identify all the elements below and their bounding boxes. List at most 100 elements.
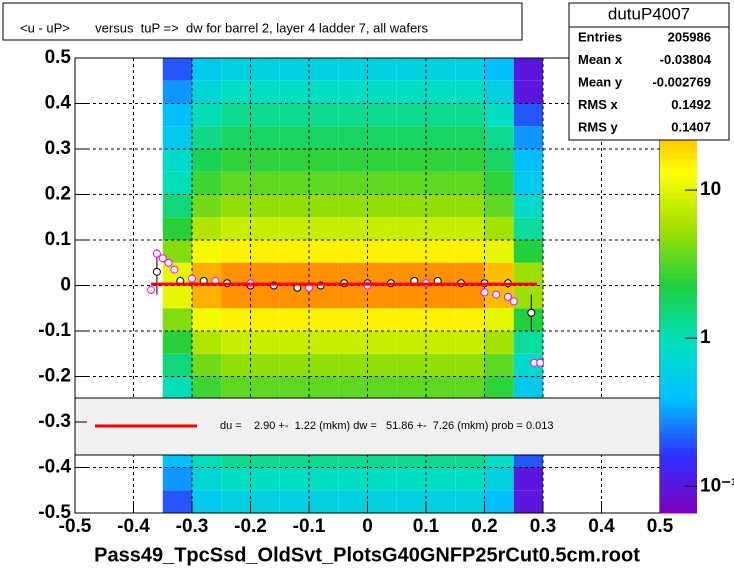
heatmap-cell — [484, 149, 514, 172]
heatmap-cell — [279, 149, 309, 172]
colorbar-step — [660, 218, 697, 224]
heatmap-cell — [279, 217, 309, 240]
colorbar-step — [660, 388, 697, 394]
heatmap-cell — [162, 194, 192, 218]
profile-point — [188, 274, 196, 283]
heatmap-cell — [513, 285, 543, 309]
y-tick-label: 0.3 — [45, 138, 71, 159]
heatmap-cell — [426, 376, 456, 400]
heatmap-cell — [250, 80, 280, 104]
heatmap-cell — [250, 58, 280, 81]
heatmap-cell — [309, 217, 339, 240]
y-tick-label: 0 — [60, 275, 71, 296]
heatmap-cell — [338, 58, 368, 81]
colorbar-step — [660, 373, 697, 379]
heatmap-cell — [513, 126, 543, 149]
heatmap-cell — [396, 490, 426, 513]
colorbar-step — [660, 158, 697, 164]
heatmap-cell — [162, 149, 192, 172]
heatmap-cell — [250, 149, 280, 172]
heatmap-cell — [250, 467, 280, 491]
x-tick-label: 0.3 — [530, 516, 556, 537]
heatmap-cell — [309, 467, 339, 491]
heatmap-cell — [513, 149, 543, 172]
heatmap-cell — [338, 80, 368, 104]
colorbar-step — [660, 498, 697, 504]
heatmap-cell — [484, 217, 514, 240]
colorbar-step — [660, 188, 697, 194]
heatmap-cell — [192, 285, 222, 309]
colorbar-step — [660, 323, 697, 329]
colorbar-step — [660, 438, 697, 444]
heatmap-cell — [221, 490, 251, 513]
colorbar-step — [660, 353, 697, 359]
heatmap-cell — [279, 171, 309, 195]
z-tick-label: 10⁻¹ — [700, 475, 734, 496]
heatmap-cell — [484, 58, 514, 81]
z-tick-label: 1 — [700, 327, 711, 348]
legend-text: du = 2.90 +- 1.22 (mkm) dw = 51.86 +- 7.… — [220, 420, 554, 432]
heatmap-cell — [338, 194, 368, 218]
heatmap-cell — [338, 376, 368, 400]
heatmap-cell — [162, 240, 192, 263]
heatmap-cell — [250, 490, 280, 513]
heatmap-cell — [426, 58, 456, 81]
colorbar-step — [660, 493, 697, 499]
heatmap-cell — [484, 353, 514, 377]
colorbar-step — [660, 298, 697, 304]
colorbar-step — [660, 163, 697, 169]
heatmap-cell — [396, 331, 426, 354]
heatmap-cell — [455, 353, 485, 377]
heatmap-cell — [221, 376, 251, 400]
colorbar-step — [660, 458, 697, 464]
heatmap-cell — [192, 194, 222, 218]
colorbar-step — [660, 288, 697, 294]
heatmap-cell — [279, 126, 309, 149]
x-tick-label: 0.1 — [413, 516, 440, 537]
heatmap-cell — [367, 126, 397, 149]
heatmap-cell — [279, 467, 309, 491]
heatmap-cell — [338, 353, 368, 377]
heatmap-cell — [396, 103, 426, 127]
heatmap-cell — [162, 353, 192, 377]
colorbar-step — [660, 328, 697, 334]
colorbar-step — [660, 508, 697, 514]
heatmap-cell — [221, 126, 251, 149]
colorbar-step — [660, 223, 697, 229]
colorbar-step — [660, 413, 697, 419]
heatmap-cell — [484, 126, 514, 149]
heatmap-cell — [513, 217, 543, 240]
colorbar-step — [660, 478, 697, 484]
heatmap-cell — [162, 308, 192, 331]
heatmap-cell — [162, 490, 192, 513]
heatmap-cell — [192, 308, 222, 331]
heatmap-cell — [309, 194, 339, 218]
heatmap-cell — [162, 126, 192, 149]
colorbar-step — [660, 463, 697, 469]
heatmap-cell — [221, 353, 251, 377]
z-tick-label: 10 — [700, 179, 721, 200]
colorbar-step — [660, 193, 697, 199]
heatmap-cell — [221, 308, 251, 331]
heatmap-cell — [426, 103, 456, 127]
heatmap-cell — [396, 149, 426, 172]
heatmap-cell — [338, 308, 368, 331]
stats-value: -0.03804 — [660, 52, 712, 67]
heatmap-cell — [426, 353, 456, 377]
colorbar-step — [660, 308, 697, 314]
heatmap-cell — [250, 217, 280, 240]
profile-point — [536, 358, 545, 367]
profile-point — [147, 286, 156, 295]
heatmap-cell — [162, 467, 192, 491]
colorbar-step — [660, 318, 697, 324]
heatmap-cell — [309, 103, 339, 127]
legend: du = 2.90 +- 1.22 (mkm) dw = 51.86 +- 7.… — [74, 397, 661, 456]
stats-label: Entries — [578, 29, 622, 44]
profile-point — [158, 254, 167, 263]
heatmap-cell — [309, 331, 339, 354]
heatmap-cell — [250, 240, 280, 263]
heatmap-cell — [309, 149, 339, 172]
heatmap-cell — [367, 80, 397, 104]
colorbar-step — [660, 443, 697, 449]
heatmap-cell — [250, 262, 280, 286]
